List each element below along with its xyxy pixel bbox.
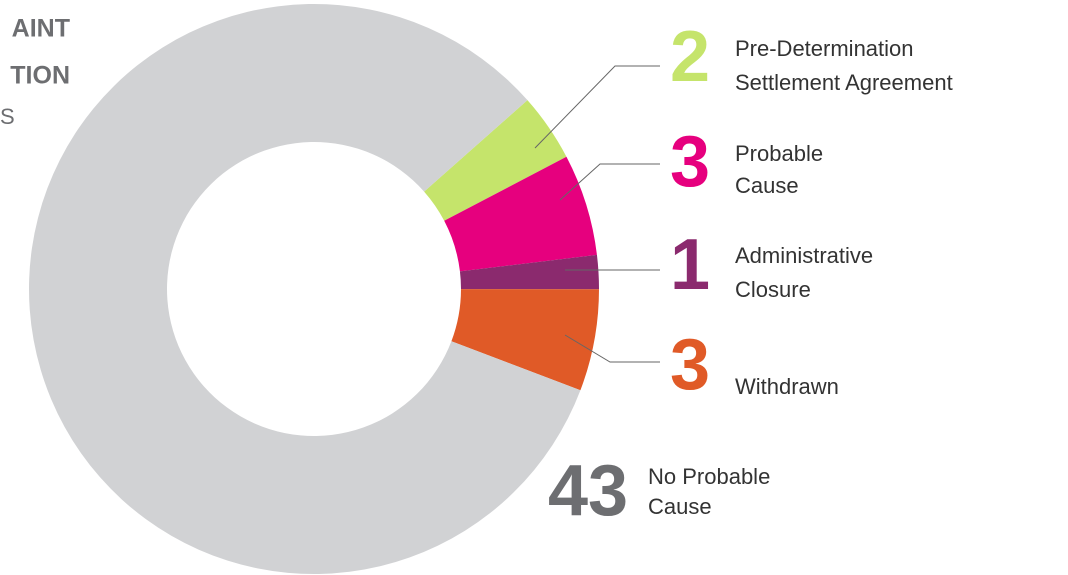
category-label: Closure (735, 277, 811, 302)
category-label: No Probable (648, 464, 770, 489)
value-label: 2 (670, 17, 710, 97)
donut-slice (424, 100, 567, 221)
leader-line (559, 163, 660, 201)
category-label: Pre-Determination (735, 36, 914, 61)
donut-slice (459, 254, 599, 290)
donut-slice (444, 156, 597, 272)
category-label: Administrative (735, 243, 873, 268)
title: S (0, 104, 15, 129)
category-label: Settlement Agreement (735, 70, 953, 95)
leader-line (564, 334, 660, 363)
category-label: Cause (735, 173, 799, 198)
category-label: Cause (648, 494, 712, 519)
value-label: 3 (670, 122, 710, 202)
category-label: Probable (735, 141, 823, 166)
donut-slice (451, 289, 599, 391)
title: TION (10, 62, 70, 90)
title: AINT (12, 15, 70, 43)
value-label: 1 (670, 225, 710, 305)
donut-slice (29, 4, 581, 575)
category-label: Withdrawn (735, 374, 839, 399)
value-label: 43 (548, 451, 628, 531)
leader-line (534, 65, 660, 149)
value-label: 3 (670, 325, 710, 405)
